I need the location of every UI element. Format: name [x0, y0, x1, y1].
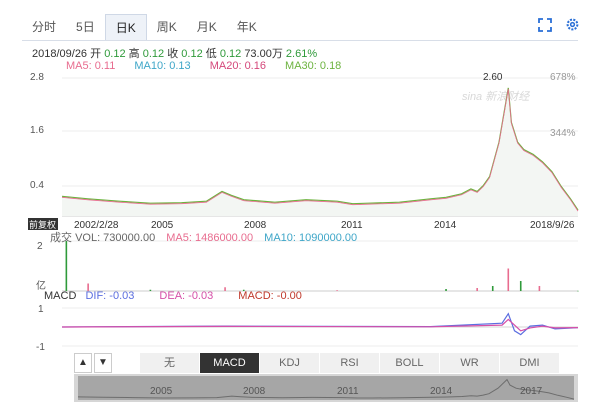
open-value: 0.12 — [104, 48, 126, 60]
tab-divider — [22, 40, 578, 41]
navigator-selection[interactable] — [78, 376, 574, 400]
volume-bar — [577, 290, 579, 292]
fullscreen-icon[interactable] — [538, 18, 552, 32]
navigator-bg — [74, 374, 578, 402]
volume-ma5: MA5: 1486000.00 — [166, 232, 254, 244]
tab-yearly-k[interactable]: 年K — [236, 20, 257, 34]
navigator[interactable]: 2005 2008 2011 2014 2017 — [74, 374, 578, 402]
low-label: 低 — [205, 48, 217, 60]
tab-minute[interactable]: 分时 — [32, 20, 57, 34]
volume-bar — [507, 268, 510, 291]
volume-bar — [65, 241, 68, 291]
volume-bars-group — [65, 241, 579, 292]
x-label-end: 2018/9/26 — [530, 220, 575, 231]
ma30-series-group — [61, 87, 579, 217]
ma20-label: MA20: 0.16 — [209, 60, 266, 72]
indicator-tabs: ▲ ▼ 无 MACD KDJ RSI BOLL WR DMI — [74, 353, 560, 373]
indicator-tab-kdj[interactable]: KDJ — [260, 353, 320, 373]
scroll-down-arrow-icon[interactable]: ▼ — [94, 353, 112, 373]
price-plot: 2.8 1.6 0.4 678% 344% 0.315 -0.22 0.189-… — [30, 72, 579, 218]
volume-bar — [519, 281, 522, 291]
volume-bar — [445, 289, 447, 291]
high-label: 高 — [128, 48, 140, 60]
navigator-series-group — [77, 378, 575, 400]
volume-ma10: MA10: 1090000.00 — [264, 232, 358, 244]
y-label-mid: 1.6 — [30, 125, 44, 136]
quote-date: 2018/09/26 — [32, 48, 88, 60]
macd-lines-group — [61, 312, 579, 336]
high-value: 0.12 — [142, 48, 165, 60]
navigator-line — [77, 378, 575, 400]
scroll-up-arrow-icon[interactable]: ▲ — [74, 353, 92, 373]
quote-line: 2018/09/26 开 0.12 高 0.12 收 0.12 低 0.12 7… — [32, 45, 317, 61]
volume-vol: VOL: 730000.00 — [75, 232, 156, 244]
low-value: 0.12 — [219, 48, 242, 60]
vol-y-label-top: 2 — [37, 241, 43, 252]
y-right-label-top: 678% — [550, 72, 576, 83]
macd-value: MACD: -0.00 — [238, 290, 302, 302]
volume-bar — [336, 290, 338, 291]
macd-dea: DEA: -0.03 — [159, 290, 214, 302]
dea-line — [61, 318, 579, 332]
volume-bar — [476, 288, 478, 291]
y-label-low: 0.4 — [30, 180, 44, 191]
watermark: sina 新浪财经 — [462, 90, 530, 103]
volume-bar — [538, 286, 541, 291]
ma5-label: MA5: 0.11 — [66, 60, 116, 72]
volume-title: 成交 — [50, 232, 72, 244]
indicator-tab-rsi[interactable]: RSI — [320, 353, 380, 373]
ma-legend: MA5: 0.11 MA10: 0.13 MA20: 0.16 MA30: 0.… — [66, 60, 357, 72]
dif-line — [61, 312, 579, 336]
close-label: 收 — [167, 48, 179, 60]
volume-legend: 成交 VOL: 730000.00 MA5: 1486000.00 MA10: … — [50, 229, 357, 245]
nav-x-label-2017: 2017 — [520, 386, 543, 397]
nav-x-label-2014: 2014 — [430, 386, 453, 397]
macd-title: MACD — [44, 290, 77, 302]
macd-legend: MACD DIF: -0.03 DEA: -0.03 MACD: -0.00 — [44, 290, 302, 302]
macd-y-label-top: 1 — [38, 304, 44, 315]
max-label: 2.60 — [483, 72, 503, 83]
macd-dif: DIF: -0.03 — [85, 290, 135, 302]
indicator-tab-none[interactable]: 无 — [140, 353, 200, 373]
nav-x-label-2011: 2011 — [337, 386, 359, 397]
tab-monthly-k[interactable]: 月K — [196, 20, 217, 34]
nav-x-label-2008: 2008 — [243, 386, 266, 397]
x-label-2014: 2014 — [434, 220, 457, 231]
indicator-tab-wr[interactable]: WR — [440, 353, 500, 373]
nav-x-label-2005: 2005 — [150, 386, 173, 397]
indicator-tab-dmi[interactable]: DMI — [500, 353, 560, 373]
gear-icon[interactable] — [565, 17, 580, 32]
right-small-label-1: 0.315 -0.22 — [519, 190, 565, 200]
right-small-label-2: 0.189-0.139 — [519, 198, 567, 208]
open-label: 开 — [90, 48, 102, 60]
ma30-area — [62, 87, 578, 217]
ma30-label: MA30: 0.18 — [285, 60, 342, 72]
change-value: 2.61% — [285, 48, 318, 60]
tab-5day[interactable]: 5日 — [76, 20, 95, 34]
macd-plot: 1 -1 — [36, 304, 579, 353]
ma10-label: MA10: 0.13 — [134, 60, 191, 72]
y-right-label-mid: 344% — [550, 128, 576, 139]
ma5-line — [61, 88, 579, 212]
min-label: 0.03 — [274, 207, 294, 218]
volume-bar — [491, 286, 494, 291]
y-label-top: 2.8 — [30, 72, 44, 83]
tab-daily-k[interactable]: 日K — [104, 14, 147, 40]
close-value: 0.12 — [181, 48, 203, 60]
macd-y-label-bottom: -1 — [36, 342, 45, 353]
indicator-tab-boll[interactable]: BOLL — [380, 353, 440, 373]
volume-plot: 2 亿 — [36, 240, 579, 292]
indicator-tab-macd[interactable]: MACD — [200, 353, 260, 373]
ma30-line — [61, 87, 579, 211]
volume-value: 73.00万 — [244, 48, 283, 60]
tab-weekly-k[interactable]: 周K — [156, 20, 177, 34]
period-tabs: 分时 5日 日K 周K 月K 年K — [22, 14, 267, 40]
